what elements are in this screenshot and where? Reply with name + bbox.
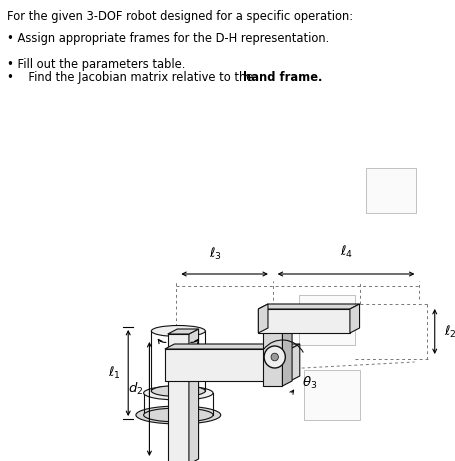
Text: $d_2$: $d_2$ — [128, 381, 143, 397]
Ellipse shape — [151, 385, 205, 396]
Bar — [303, 370, 359, 420]
Text: • Assign appropriate frames for the D-H representation.: • Assign appropriate frames for the D-H … — [6, 32, 328, 45]
Bar — [167, 334, 188, 461]
Ellipse shape — [270, 353, 278, 361]
Text: $\theta_1$: $\theta_1$ — [175, 347, 190, 363]
Ellipse shape — [143, 386, 212, 400]
Ellipse shape — [263, 346, 285, 368]
Ellipse shape — [151, 325, 205, 337]
Bar — [365, 168, 415, 213]
Polygon shape — [188, 329, 198, 461]
Bar — [298, 295, 354, 345]
Polygon shape — [164, 344, 299, 349]
Polygon shape — [349, 304, 359, 333]
Text: •    Find the Jacobian matrix relative to the: • Find the Jacobian matrix relative to t… — [6, 71, 256, 83]
Ellipse shape — [143, 408, 212, 422]
Text: hand frame.: hand frame. — [243, 71, 322, 83]
Bar — [164, 349, 289, 381]
Polygon shape — [258, 304, 268, 333]
Text: $\ell_2$: $\ell_2$ — [444, 324, 455, 340]
Polygon shape — [263, 306, 292, 311]
Text: $\ell_3$: $\ell_3$ — [208, 246, 221, 262]
Text: • Fill out the parameters table.: • Fill out the parameters table. — [6, 58, 185, 71]
Text: $\ell_1$: $\ell_1$ — [107, 365, 120, 381]
Text: For the given 3-DOF robot designed for a specific operation:: For the given 3-DOF robot designed for a… — [6, 10, 352, 23]
Text: $\theta_3$: $\theta_3$ — [301, 375, 316, 391]
Bar — [258, 309, 349, 333]
Polygon shape — [258, 304, 359, 309]
Polygon shape — [282, 306, 292, 386]
Text: $\ell_4$: $\ell_4$ — [339, 244, 352, 260]
Polygon shape — [289, 344, 299, 381]
Polygon shape — [167, 329, 198, 334]
Bar — [263, 311, 282, 386]
Ellipse shape — [136, 406, 220, 424]
